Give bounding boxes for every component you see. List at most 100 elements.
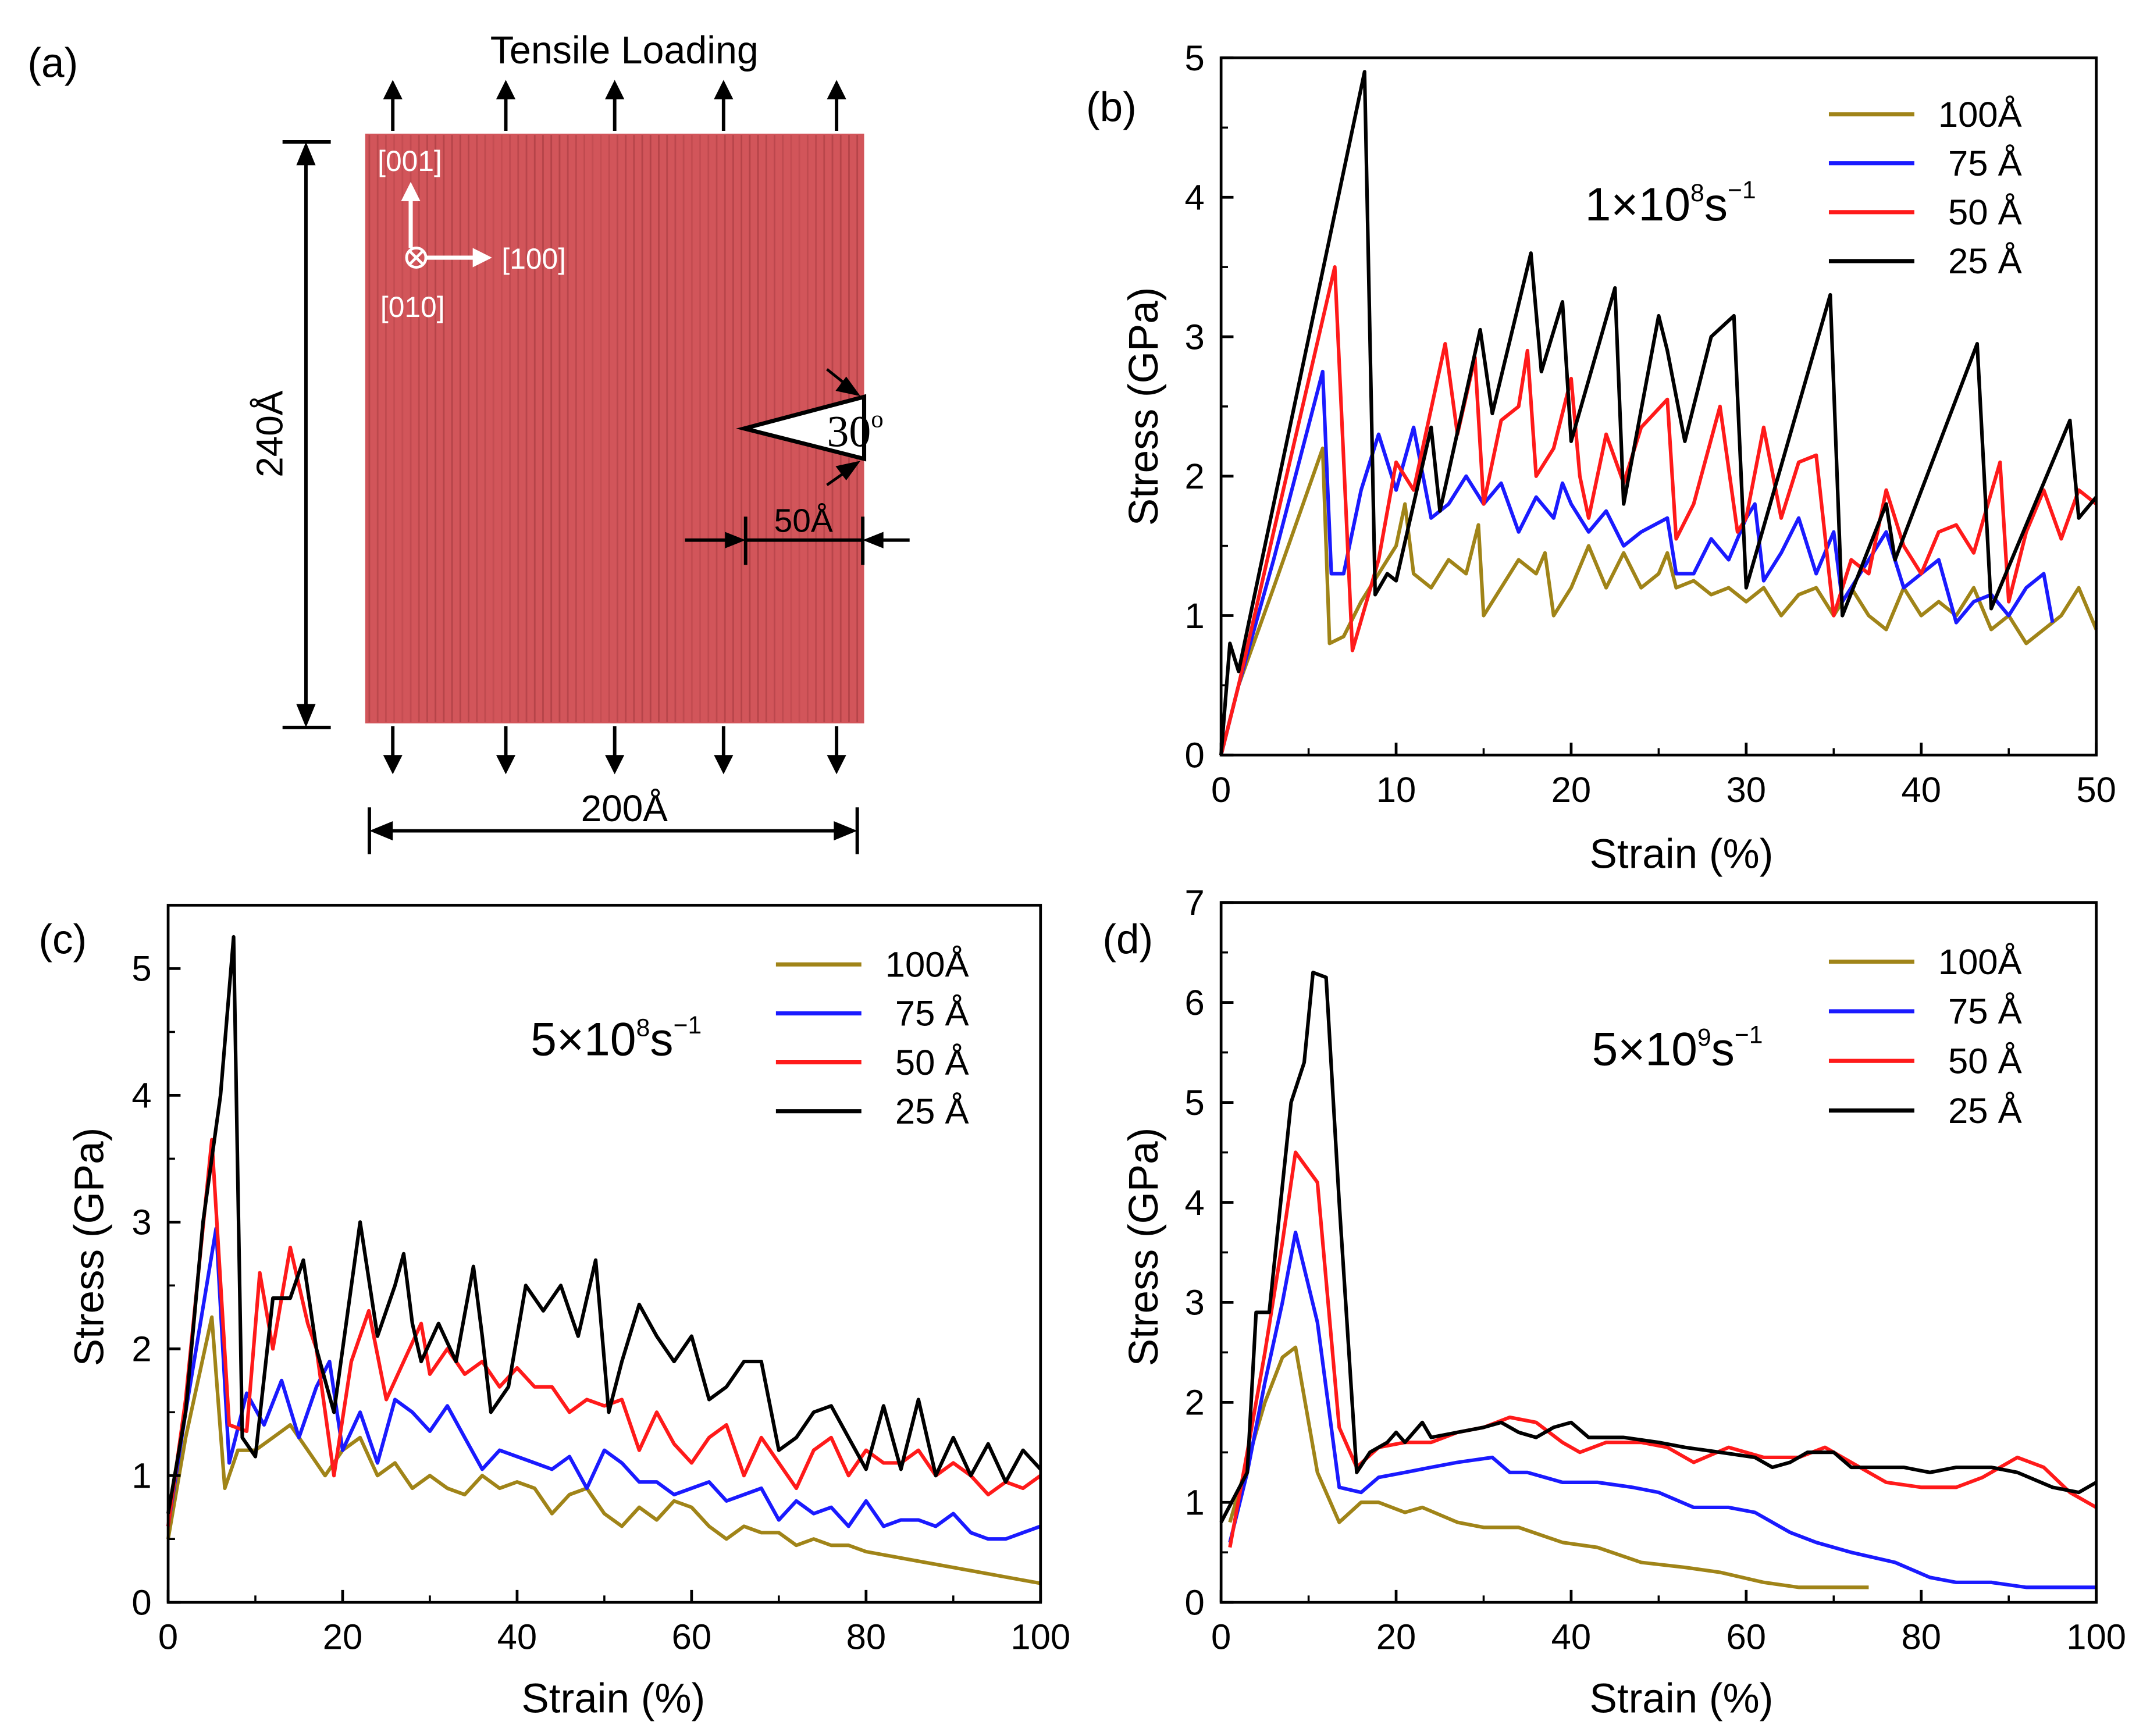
notch-depth-label: 50Å (774, 502, 833, 539)
y-tick-label: 6 (1184, 983, 1204, 1023)
x-tick-label: 60 (1727, 1617, 1767, 1657)
legend-label: 100Å (885, 945, 969, 985)
height-label: 240Å (249, 390, 291, 477)
legend-label: 25 Å (1948, 1091, 2022, 1131)
x-tick-label: 20 (323, 1617, 363, 1657)
x-tick-label: 100 (2066, 1617, 2126, 1657)
width-dimension (367, 807, 859, 854)
arrow-head-icon (383, 80, 403, 99)
y-tick-label: 7 (1184, 883, 1204, 923)
y-tick-label: 4 (1184, 178, 1204, 218)
series-line-0 (1228, 1345, 1869, 1589)
y-axis-label: Stress (GPa) (67, 1128, 113, 1367)
series-line-3 (1219, 70, 2098, 755)
arrow-head-icon (827, 755, 846, 775)
panel-a-diagram: (a) Tensile Loading 240Å 200Å 30o (27, 29, 910, 854)
notch-depth-dimension (685, 516, 910, 565)
legend: 100Å 75 Å 50 Å 25 Å (1828, 942, 2022, 1131)
chart-panel-c: 0 20 40 60 80 100 0 1 2 3 4 5 (c) Strain (%) Stress (G… (38, 904, 1070, 1722)
chart-panel-d: 0 20 40 60 80 100 0 1 2 3 4 5 6 7 (d) Strain (%) Stress … (1102, 883, 2126, 1722)
legend-label: 75 Å (1948, 144, 2022, 184)
tensile-load-arrows (383, 80, 846, 775)
x-tick-label: 50 (2076, 770, 2116, 810)
series-line-2 (1219, 265, 2098, 755)
series-line-0 (1219, 446, 2098, 755)
panel-label: (d) (1102, 917, 1153, 963)
y-axis-label: Stress (GPa) (1121, 1128, 1167, 1367)
x-axis-label: Strain (%) (521, 1676, 705, 1722)
x-tick-label: 100 (1010, 1617, 1070, 1657)
y-axis-label: Stress (GPa) (1121, 287, 1167, 526)
y-tick-label: 1 (131, 1456, 151, 1496)
notch-angle-label: 30o (827, 405, 884, 456)
series-line-3 (1219, 970, 2098, 1523)
y-tick-label: 5 (131, 949, 151, 989)
x-tick-label: 0 (1211, 770, 1231, 810)
axis-001-label: [001] (378, 145, 442, 177)
arrow-head-icon (383, 755, 403, 775)
x-tick-label: 20 (1551, 770, 1592, 810)
x-tick-label: 40 (497, 1617, 538, 1657)
axis-100-label: [100] (501, 243, 566, 275)
y-tick-label: 3 (131, 1203, 151, 1243)
y-tick-label: 2 (1184, 457, 1204, 497)
arrow-head-icon (496, 80, 516, 99)
legend-label: 75 Å (895, 994, 969, 1034)
x-axis-label: Strain (%) (1590, 832, 1774, 878)
legend-label: 50 Å (895, 1043, 969, 1083)
y-tick-label: 5 (1184, 1083, 1204, 1123)
x-tick-label: 0 (1211, 1617, 1231, 1657)
crystal-axes (401, 181, 492, 269)
series-line-2 (1228, 1150, 2098, 1548)
v-notch (736, 394, 867, 462)
arrow-head-icon (605, 755, 625, 775)
arrow-head-icon (827, 80, 846, 99)
legend: 100Å 75 Å 50 Å 25 Å (1828, 95, 2022, 281)
x-tick-label: 40 (1551, 1617, 1592, 1657)
y-tick-label: 0 (1184, 736, 1204, 776)
x-tick-label: 80 (1901, 1617, 1941, 1657)
axis-010-label: [010] (380, 291, 445, 323)
height-dimension (282, 140, 331, 729)
strain-rate-label: 5×108s−1 (531, 1011, 702, 1066)
y-tick-label: 3 (1184, 1283, 1204, 1323)
legend-label: 25 Å (895, 1092, 969, 1132)
arrow-head-icon (714, 80, 734, 99)
y-tick-label: 0 (131, 1583, 151, 1623)
y-tick-label: 1 (1184, 1483, 1204, 1523)
strain-rate-label: 1×108s−1 (1585, 176, 1756, 231)
legend: 100Å 75 Å 50 Å 25 Å (775, 945, 969, 1132)
legend-label: 25 Å (1948, 241, 2022, 281)
y-tick-label: 2 (1184, 1383, 1204, 1423)
width-label: 200Å (581, 787, 668, 829)
legend-label: 75 Å (1948, 992, 2022, 1032)
panel-label-a: (a) (27, 41, 78, 87)
x-tick-label: 10 (1376, 770, 1416, 810)
y-tick-label: 1 (1184, 596, 1204, 636)
panel-label: (b) (1086, 84, 1137, 130)
x-tick-label: 80 (846, 1617, 887, 1657)
strain-rate-label: 5×109s−1 (1592, 1021, 1763, 1075)
atomic-stripes (368, 135, 859, 722)
chart-panel-b: 0 10 20 30 40 50 0 1 2 3 4 5 (b) Strain (%) Stress (GP… (1086, 38, 2116, 878)
tensile-loading-title: Tensile Loading (490, 29, 759, 72)
panel-label: (c) (38, 917, 87, 963)
x-tick-label: 20 (1376, 1617, 1416, 1657)
y-tick-label: 2 (131, 1329, 151, 1370)
series-line-2 (166, 1138, 1042, 1527)
y-tick-label: 4 (1184, 1183, 1204, 1223)
notch-angle-arrows (826, 368, 861, 486)
x-tick-label: 30 (1727, 770, 1767, 810)
legend-label: 50 Å (1948, 193, 2022, 233)
x-axis-label: Strain (%) (1590, 1676, 1774, 1722)
series-line-3 (166, 935, 1042, 1514)
legend-label: 50 Å (1948, 1041, 2022, 1081)
series-line-1 (1228, 1231, 2096, 1589)
legend-label: 100Å (1938, 95, 2022, 135)
arrow-head-icon (605, 80, 625, 99)
arrow-head-icon (496, 755, 516, 775)
y-tick-label: 3 (1184, 317, 1204, 357)
y-tick-label: 4 (131, 1076, 151, 1116)
